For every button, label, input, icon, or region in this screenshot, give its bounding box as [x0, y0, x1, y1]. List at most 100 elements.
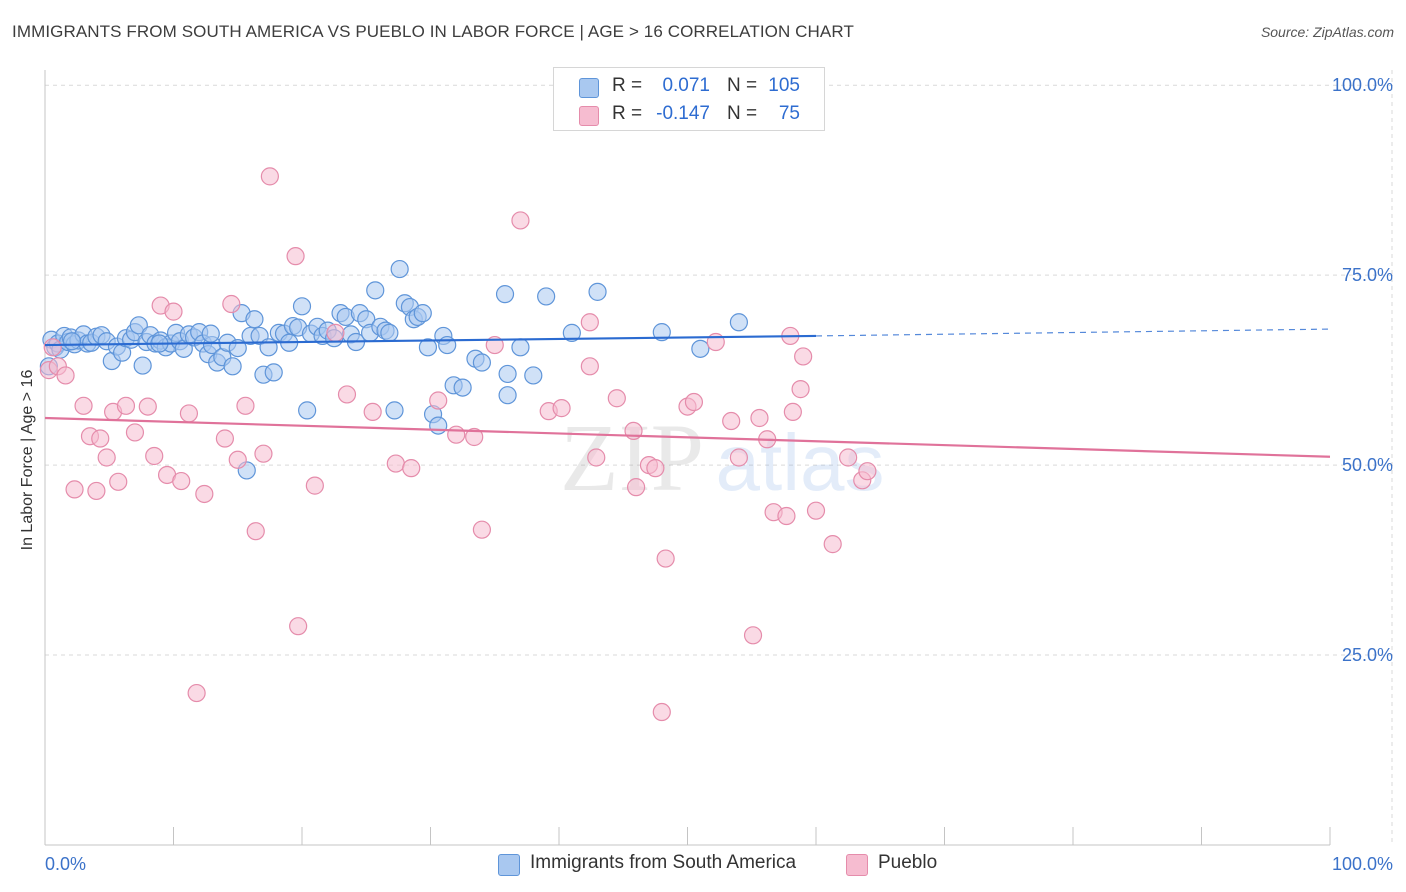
legend-label-blue: Immigrants from South America	[530, 852, 797, 873]
data-point-pink	[626, 478, 646, 497]
data-point-pink	[791, 380, 810, 399]
data-point-pink	[74, 396, 93, 415]
data-point-pink	[386, 454, 405, 473]
data-point-pink	[823, 535, 842, 554]
data-point-blue	[201, 324, 220, 343]
data-point-pink	[580, 313, 599, 332]
data-point-pink	[246, 522, 265, 541]
data-point-blue	[385, 401, 404, 420]
legend-r-value: 0.071	[662, 75, 710, 96]
data-point-pink	[587, 448, 606, 467]
data-point-pink	[646, 459, 665, 478]
y-tick-label: 25.0%	[1342, 645, 1393, 665]
data-point-pink	[858, 462, 877, 481]
data-point-blue	[413, 304, 432, 323]
series-pink-points	[39, 167, 877, 722]
data-point-pink	[429, 391, 448, 410]
trend-line-pink	[44, 416, 1331, 458]
data-point-pink	[125, 423, 145, 442]
data-point-pink	[286, 247, 305, 266]
data-point-pink	[164, 302, 183, 321]
data-point-pink	[684, 392, 704, 412]
data-point-blue	[429, 416, 448, 435]
chart-title: IMMIGRANTS FROM SOUTH AMERICA VS PUEBLO …	[12, 22, 854, 41]
trend-lines	[44, 328, 1331, 458]
data-point-blue	[524, 366, 543, 385]
data-point-pink	[794, 347, 813, 366]
legend-n-label: N =	[727, 75, 758, 96]
data-point-pink	[109, 472, 128, 491]
data-point-pink	[447, 425, 466, 444]
data-point-blue	[495, 285, 515, 304]
data-point-pink	[465, 427, 484, 447]
data-point-pink	[806, 501, 826, 520]
data-point-pink	[580, 357, 599, 376]
data-point-blue	[652, 323, 671, 342]
data-point-pink	[656, 549, 675, 568]
data-point-blue	[472, 353, 491, 372]
data-point-blue	[390, 259, 409, 279]
data-point-pink	[783, 402, 802, 422]
legend-swatch-pink	[579, 106, 599, 126]
data-point-pink	[179, 404, 199, 423]
data-point-blue	[438, 335, 457, 355]
data-point-pink	[187, 683, 206, 703]
tick-labels: 25.0% 50.0% 75.0% 100.0% 0.0% 100.0%	[45, 75, 1393, 874]
data-point-pink	[87, 481, 106, 501]
data-point-blue	[62, 332, 82, 351]
data-point-pink	[91, 429, 110, 448]
y-tick-label: 100.0%	[1332, 75, 1393, 95]
data-point-blue	[129, 316, 148, 335]
legend-swatch-blue	[579, 78, 599, 98]
data-point-pink	[289, 617, 308, 636]
data-point-blue	[691, 339, 710, 358]
data-point-pink	[552, 399, 571, 418]
data-point-pink	[172, 471, 191, 491]
x-tick-label: 0.0%	[45, 854, 86, 874]
data-point-blue	[418, 338, 438, 357]
data-point-blue	[264, 363, 283, 382]
data-point-pink	[305, 476, 324, 495]
series-blue-points	[39, 259, 749, 480]
trend-line-blue-extension	[815, 328, 1331, 337]
trend-line-blue	[44, 334, 817, 347]
data-point-pink	[607, 389, 626, 408]
data-point-blue	[729, 313, 749, 332]
data-point-pink	[195, 484, 214, 504]
data-point-pink	[652, 702, 671, 722]
axes	[44, 70, 1331, 846]
legend-row-blue: R = 0.071 N = 105	[554, 72, 824, 100]
data-point-pink	[236, 396, 255, 415]
data-point-pink	[138, 397, 157, 416]
data-point-pink	[511, 211, 530, 230]
data-point-blue	[366, 281, 385, 300]
data-point-pink	[222, 294, 241, 314]
data-point-blue	[298, 401, 317, 420]
data-point-pink	[43, 338, 62, 357]
legend-label-pink: Pueblo	[878, 852, 938, 873]
data-point-pink	[326, 323, 345, 342]
legend-row-pink: R = -0.147 N = 75	[554, 100, 824, 128]
data-point-blue	[380, 323, 399, 342]
data-point-blue	[562, 323, 581, 342]
data-point-blue	[498, 386, 517, 405]
data-point-pink	[839, 448, 858, 467]
data-point-pink	[337, 385, 357, 404]
data-point-pink	[116, 396, 136, 415]
legend-swatch-pink	[846, 854, 868, 876]
source-label: Source: ZipAtlas.com	[1260, 24, 1394, 40]
data-point-blue	[498, 364, 517, 384]
data-point-pink	[743, 626, 763, 645]
data-point-pink	[254, 444, 273, 463]
data-point-pink	[722, 411, 741, 431]
data-point-blue	[292, 297, 312, 316]
data-point-pink	[777, 506, 796, 526]
data-point-pink	[56, 366, 75, 385]
x-tick-label: 100.0%	[1332, 854, 1393, 874]
data-point-blue	[245, 310, 264, 329]
data-point-pink	[472, 520, 491, 539]
data-point-pink	[215, 429, 234, 448]
stats-legend: R = 0.071 N = 105 R = -0.147 N = 75	[553, 67, 825, 131]
data-point-blue	[133, 356, 152, 375]
data-point-pink	[402, 459, 421, 478]
